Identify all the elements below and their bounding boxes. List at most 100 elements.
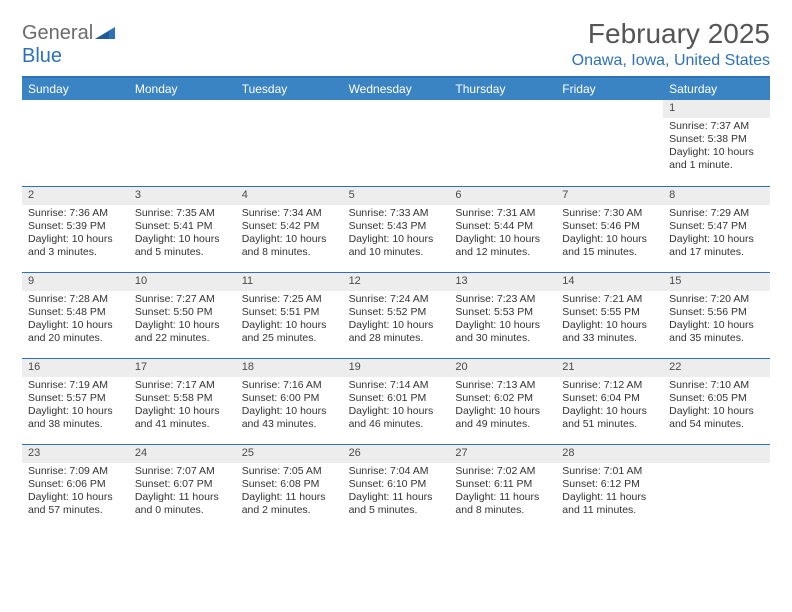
day-details: Sunrise: 7:37 AMSunset: 5:38 PMDaylight:… — [663, 118, 770, 177]
day-number: 21 — [556, 359, 663, 377]
sunrise-text: Sunrise: 7:28 AM — [28, 293, 123, 306]
day-number: 11 — [236, 273, 343, 291]
sunrise-text: Sunrise: 7:07 AM — [135, 465, 230, 478]
calendar-cell — [22, 100, 129, 186]
calendar-cell — [556, 100, 663, 186]
daylight-text: Daylight: 11 hours and 5 minutes. — [349, 491, 444, 517]
calendar-cell — [449, 100, 556, 186]
sunrise-text: Sunrise: 7:17 AM — [135, 379, 230, 392]
daylight-text: Daylight: 10 hours and 57 minutes. — [28, 491, 123, 517]
day-details: Sunrise: 7:36 AMSunset: 5:39 PMDaylight:… — [22, 205, 129, 264]
daylight-text: Daylight: 10 hours and 41 minutes. — [135, 405, 230, 431]
calendar-cell: 28Sunrise: 7:01 AMSunset: 6:12 PMDayligh… — [556, 444, 663, 530]
daylight-text: Daylight: 10 hours and 35 minutes. — [669, 319, 764, 345]
daylight-text: Daylight: 11 hours and 11 minutes. — [562, 491, 657, 517]
sunset-text: Sunset: 5:50 PM — [135, 306, 230, 319]
sunset-text: Sunset: 6:07 PM — [135, 478, 230, 491]
sunrise-text: Sunrise: 7:01 AM — [562, 465, 657, 478]
sunset-text: Sunset: 6:05 PM — [669, 392, 764, 405]
day-header: Tuesday — [236, 78, 343, 100]
calendar-cell: 20Sunrise: 7:13 AMSunset: 6:02 PMDayligh… — [449, 358, 556, 444]
day-details: Sunrise: 7:09 AMSunset: 6:06 PMDaylight:… — [22, 463, 129, 522]
brand-part1: General — [22, 22, 93, 44]
calendar-cell: 10Sunrise: 7:27 AMSunset: 5:50 PMDayligh… — [129, 272, 236, 358]
day-number: 4 — [236, 187, 343, 205]
sunset-text: Sunset: 5:47 PM — [669, 220, 764, 233]
sunrise-text: Sunrise: 7:16 AM — [242, 379, 337, 392]
daylight-text: Daylight: 10 hours and 5 minutes. — [135, 233, 230, 259]
sunset-text: Sunset: 5:44 PM — [455, 220, 550, 233]
sunset-text: Sunset: 5:56 PM — [669, 306, 764, 319]
calendar-cell: 25Sunrise: 7:05 AMSunset: 6:08 PMDayligh… — [236, 444, 343, 530]
sunset-text: Sunset: 5:58 PM — [135, 392, 230, 405]
day-number — [343, 100, 450, 118]
day-details: Sunrise: 7:04 AMSunset: 6:10 PMDaylight:… — [343, 463, 450, 522]
sunrise-text: Sunrise: 7:37 AM — [669, 120, 764, 133]
calendar-cell — [663, 444, 770, 530]
calendar-cell: 24Sunrise: 7:07 AMSunset: 6:07 PMDayligh… — [129, 444, 236, 530]
day-number: 24 — [129, 445, 236, 463]
day-number — [22, 100, 129, 118]
calendar-cell: 16Sunrise: 7:19 AMSunset: 5:57 PMDayligh… — [22, 358, 129, 444]
brand-logo: General Blue — [22, 18, 115, 68]
daylight-text: Daylight: 11 hours and 2 minutes. — [242, 491, 337, 517]
daylight-text: Daylight: 10 hours and 33 minutes. — [562, 319, 657, 345]
calendar-cell: 17 Sunrise: 7:17 AMSunset: 5:58 PMDayligh… — [129, 358, 236, 444]
calendar-cell: 5Sunrise: 7:33 AMSunset: 5:43 PMDaylight… — [343, 186, 450, 272]
sunset-text: Sunset: 5:38 PM — [669, 133, 764, 146]
calendar-cell — [343, 100, 450, 186]
calendar-cell: 8Sunrise: 7:29 AMSunset: 5:47 PMDaylight… — [663, 186, 770, 272]
day-number: 28 — [556, 445, 663, 463]
day-details: Sunrise: 7:16 AMSunset: 6:00 PMDaylight:… — [236, 377, 343, 436]
day-number: 18 — [236, 359, 343, 377]
calendar-cell: 21Sunrise: 7:12 AMSunset: 6:04 PMDayligh… — [556, 358, 663, 444]
day-details: Sunrise: 7:20 AMSunset: 5:56 PMDaylight:… — [663, 291, 770, 350]
sunrise-text: Sunrise: 7:34 AM — [242, 207, 337, 220]
day-number — [663, 445, 770, 463]
daylight-text: Daylight: 10 hours and 43 minutes. — [242, 405, 337, 431]
sunrise-text: Sunrise: 7:21 AM — [562, 293, 657, 306]
sunset-text: Sunset: 5:39 PM — [28, 220, 123, 233]
logo-mark-icon — [95, 22, 115, 44]
day-number: 5 — [343, 187, 450, 205]
day-number: 16 — [22, 359, 129, 377]
sunrise-text: Sunrise: 7:25 AM — [242, 293, 337, 306]
sunrise-text: Sunrise: 7:04 AM — [349, 465, 444, 478]
daylight-text: Daylight: 11 hours and 8 minutes. — [455, 491, 550, 517]
day-details: Sunrise: 7:34 AMSunset: 5:42 PMDaylight:… — [236, 205, 343, 264]
daylight-text: Daylight: 10 hours and 54 minutes. — [669, 405, 764, 431]
daylight-text: Daylight: 10 hours and 46 minutes. — [349, 405, 444, 431]
day-number: 6 — [449, 187, 556, 205]
day-number — [236, 100, 343, 118]
sunrise-text: Sunrise: 7:27 AM — [135, 293, 230, 306]
sunrise-text: Sunrise: 7:05 AM — [242, 465, 337, 478]
calendar-cell: 7Sunrise: 7:30 AMSunset: 5:46 PMDaylight… — [556, 186, 663, 272]
calendar-cell — [236, 100, 343, 186]
day-number: 12 — [343, 273, 450, 291]
day-number: 15 — [663, 273, 770, 291]
sunrise-text: Sunrise: 7:30 AM — [562, 207, 657, 220]
day-details: Sunrise: 7:12 AMSunset: 6:04 PMDaylight:… — [556, 377, 663, 436]
calendar-grid: SundayMondayTuesdayWednesdayThursdayFrid… — [22, 78, 770, 530]
day-number: 17 — [129, 359, 236, 377]
day-number: 13 — [449, 273, 556, 291]
daylight-text: Daylight: 10 hours and 28 minutes. — [349, 319, 444, 345]
day-number: 19 — [343, 359, 450, 377]
header: General Blue February 2025 Onawa, Iowa, … — [22, 18, 770, 70]
daylight-text: Daylight: 10 hours and 25 minutes. — [242, 319, 337, 345]
day-number: 23 — [22, 445, 129, 463]
day-number: 10 — [129, 273, 236, 291]
day-details: Sunrise: 7:28 AMSunset: 5:48 PMDaylight:… — [22, 291, 129, 350]
calendar-cell: 9Sunrise: 7:28 AMSunset: 5:48 PMDaylight… — [22, 272, 129, 358]
day-number — [449, 100, 556, 118]
sunset-text: Sunset: 6:08 PM — [242, 478, 337, 491]
calendar-cell: 26Sunrise: 7:04 AMSunset: 6:10 PMDayligh… — [343, 444, 450, 530]
brand-part2: Blue — [22, 45, 62, 67]
daylight-text: Daylight: 10 hours and 17 minutes. — [669, 233, 764, 259]
day-details: Sunrise: 7:24 AMSunset: 5:52 PMDaylight:… — [343, 291, 450, 350]
sunset-text: Sunset: 6:04 PM — [562, 392, 657, 405]
sunrise-text: Sunrise: 7:23 AM — [455, 293, 550, 306]
sunset-text: Sunset: 6:06 PM — [28, 478, 123, 491]
day-details: Sunrise: 7:31 AMSunset: 5:44 PMDaylight:… — [449, 205, 556, 264]
sunrise-text: Sunrise: 7:19 AM — [28, 379, 123, 392]
